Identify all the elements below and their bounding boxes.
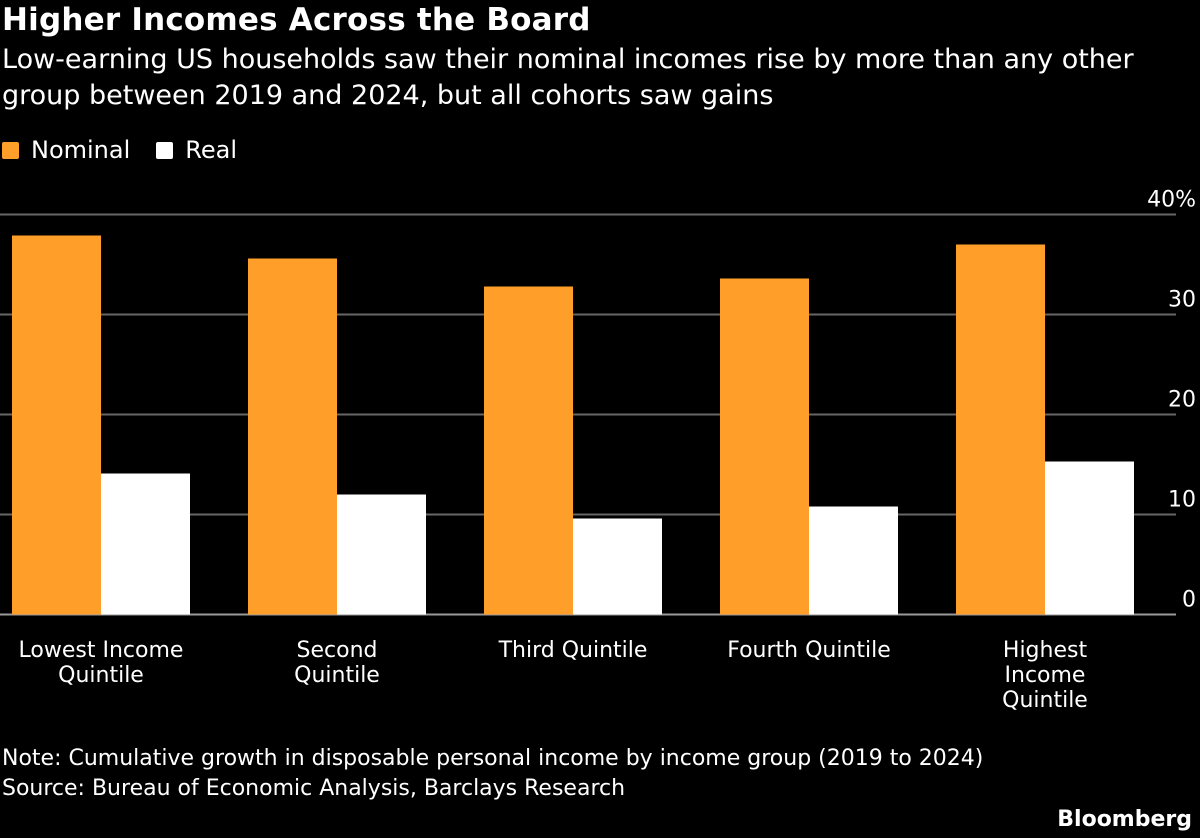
bar-real: [1045, 461, 1134, 615]
x-tick-label: Fourth Quintile: [727, 638, 891, 663]
bar-real: [573, 518, 662, 615]
bloomberg-logo: Bloomberg: [1057, 807, 1192, 832]
x-tick-label: Third Quintile: [498, 638, 648, 663]
x-tick-label: Lowest Income: [19, 638, 184, 663]
legend-item-real: Real: [156, 136, 237, 164]
bar-real: [337, 494, 426, 615]
x-tick-label: Income: [1005, 663, 1086, 688]
chart-source: Source: Bureau of Economic Analysis, Bar…: [2, 776, 626, 801]
x-tick-label: Quintile: [294, 663, 380, 688]
legend-label-nominal: Nominal: [31, 136, 131, 164]
bar-nominal: [720, 278, 809, 615]
x-tick-label: Quintile: [1002, 688, 1088, 713]
legend-swatch-real: [156, 141, 174, 159]
legend-item-nominal: Nominal: [2, 136, 130, 164]
legend-label-real: Real: [185, 136, 238, 164]
x-tick-label: Highest: [1003, 638, 1088, 663]
chart-title: Higher Incomes Across the Board: [2, 2, 591, 38]
x-tick-label: Quintile: [58, 663, 144, 688]
legend: Nominal Real: [2, 136, 237, 164]
y-tick-label: 20: [1168, 388, 1196, 413]
y-tick-label: 10: [1168, 488, 1196, 513]
bar-nominal: [956, 244, 1045, 615]
legend-swatch-nominal: [2, 141, 19, 159]
bar-nominal: [12, 235, 101, 615]
y-tick-label: 30: [1168, 288, 1196, 313]
x-tick-label: Second: [297, 638, 378, 663]
chart-subtitle: Low-earning US households saw their nomi…: [2, 44, 1134, 111]
y-tick-label: 0: [1182, 588, 1196, 613]
chart-note: Note: Cumulative growth in disposable pe…: [2, 746, 984, 771]
bar-nominal: [484, 286, 573, 615]
bar-nominal: [248, 258, 337, 615]
bar-real: [809, 506, 898, 615]
bar-real: [101, 473, 190, 615]
y-tick-label: 40%: [1147, 188, 1196, 213]
